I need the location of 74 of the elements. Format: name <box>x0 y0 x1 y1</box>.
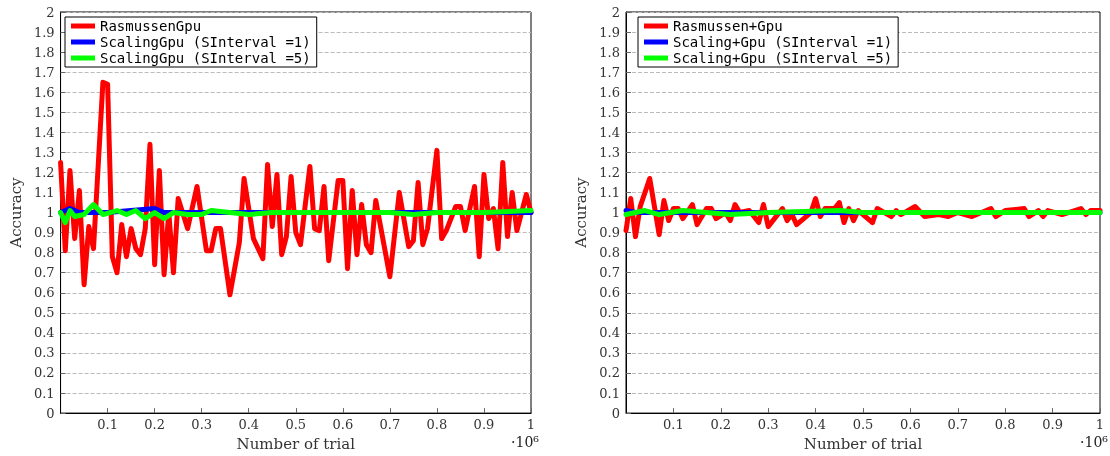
text: ·10⁶ <box>511 434 539 450</box>
x-tick-label: 0.8 <box>994 417 1016 433</box>
x-tick-label: 0.4 <box>238 417 260 433</box>
x-tick-label: 0.2 <box>144 417 165 433</box>
x-tick-label: 1 <box>1095 417 1105 433</box>
y-tick-label: 0.9 <box>33 225 55 241</box>
x-tick-label: 0.7 <box>379 417 401 433</box>
x-tick-label: 0.5 <box>285 417 307 433</box>
x-tick-label: 0.7 <box>947 417 969 433</box>
x-tick-label: 0.3 <box>191 417 213 433</box>
legend-label: RasmussenGpu <box>100 18 202 34</box>
y-axis-title: Accuracy <box>571 176 590 249</box>
y-tick-label: 1.4 <box>599 124 620 140</box>
x-tick-label: 0.4 <box>805 417 826 433</box>
legend-label: ScalingGpu (SInterval =5) <box>100 50 311 66</box>
y-tick-label: 0.7 <box>33 265 55 281</box>
y-tick-label: 1.6 <box>599 84 620 100</box>
x-axis-title: Number of trial <box>803 434 923 453</box>
x-tick-label: 0.1 <box>663 417 684 433</box>
x-tick-label: 0.2 <box>710 417 732 433</box>
x-tick-label: 0.8 <box>426 417 448 433</box>
y-tick-label: 1.8 <box>599 44 620 60</box>
y-tick-label: 1.5 <box>33 104 55 120</box>
x-axis-title: Number of trial <box>236 434 356 453</box>
x-tick-label: 1 <box>526 417 536 433</box>
x-tick-label: 0.6 <box>332 417 354 433</box>
y-tick-label: 0.2 <box>599 365 620 381</box>
y-tick-label: 2 <box>611 4 620 20</box>
y-tick-label: 0.4 <box>33 325 55 341</box>
y-tick-label: 1.1 <box>33 184 55 200</box>
y-tick-label: 0 <box>611 405 620 421</box>
x-tick-label: 0.5 <box>852 417 874 433</box>
y-tick-label: 1.1 <box>599 184 620 200</box>
y-tick-label: 0.4 <box>599 325 620 341</box>
y-tick-label: 1.9 <box>33 24 55 40</box>
y-tick-label: 0.1 <box>599 385 620 401</box>
y-tick-label: 0.7 <box>599 265 620 281</box>
text: ·10⁶ <box>1080 434 1108 450</box>
legend-label: Scaling+Gpu (SInterval =5) <box>673 50 893 66</box>
y-tick-label: 1.2 <box>33 164 55 180</box>
y-tick-label: 1.7 <box>599 64 620 80</box>
x-tick-label: 0.3 <box>757 417 779 433</box>
y-tick-label: 0.2 <box>33 365 55 381</box>
x-tick-label: 0.6 <box>900 417 921 433</box>
y-tick-label: 0 <box>46 405 55 421</box>
legend-label: Scaling+Gpu (SInterval =1) <box>673 34 893 50</box>
y-tick-label: 0.6 <box>33 285 55 301</box>
y-tick-label: 0.3 <box>33 345 55 361</box>
legend-label: Rasmussen+Gpu <box>673 18 783 34</box>
y-tick-label: 1.3 <box>33 144 55 160</box>
y-tick-label: 1.5 <box>599 104 620 120</box>
y-tick-label: 0.5 <box>33 305 55 321</box>
y-tick-label: 0.1 <box>33 385 55 401</box>
y-tick-label: 1.6 <box>33 84 55 100</box>
y-axis-title: Accuracy <box>6 176 25 249</box>
legend-label: ScalingGpu (SInterval =1) <box>100 34 311 50</box>
y-tick-label: 1 <box>611 205 620 221</box>
y-tick-label: 1.8 <box>33 44 55 60</box>
y-tick-label: 1.3 <box>599 144 620 160</box>
x-tick-label: 0.1 <box>97 417 118 433</box>
y-tick-label: 0.9 <box>599 225 620 241</box>
x-tick-label: 0.9 <box>473 417 495 433</box>
y-tick-label: 0.8 <box>599 245 620 261</box>
y-tick-label: 1.9 <box>599 24 620 40</box>
x-tick-label: 0.9 <box>1042 417 1063 433</box>
y-tick-label: 1.4 <box>33 124 55 140</box>
y-tick-label: 1.7 <box>33 64 55 80</box>
y-tick-label: 0.8 <box>33 245 55 261</box>
y-tick-label: 1.2 <box>599 164 620 180</box>
y-tick-label: 0.5 <box>599 305 620 321</box>
y-tick-label: 0.3 <box>599 345 620 361</box>
y-tick-label: 2 <box>46 4 55 20</box>
y-tick-label: 1 <box>46 205 55 221</box>
y-tick-label: 0.6 <box>599 285 620 301</box>
